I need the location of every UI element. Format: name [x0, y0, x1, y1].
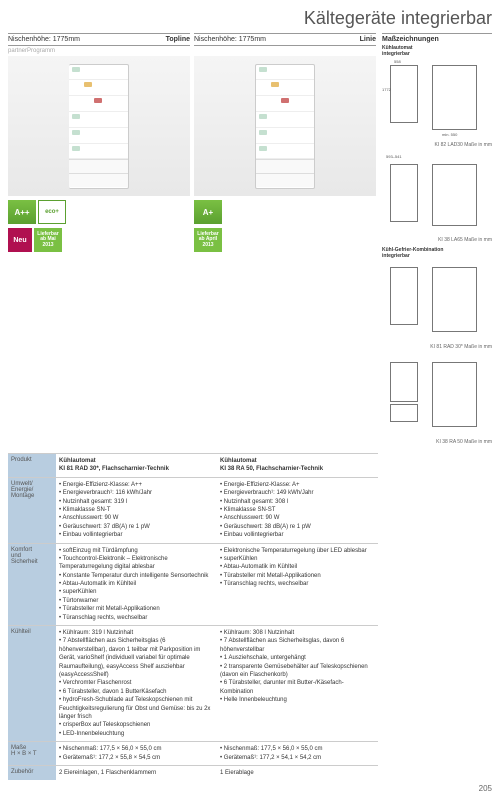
label-kuhlteil: Kühlteil	[8, 626, 56, 741]
tech-draw-2: 593–541	[382, 152, 492, 234]
eco-badge: eco+	[38, 200, 66, 224]
energy-badge-1: A++	[8, 200, 36, 224]
avail-badge-1: Lieferbar ab Mai 2013	[34, 228, 62, 252]
subhead-1: partnerProgramm	[8, 46, 190, 56]
side-drawings: Maßzeichnungen Kühlautomat integrierbar …	[382, 33, 492, 449]
subhead-2	[194, 46, 376, 56]
komfort-2: Elektronische Temperaturregelung über LE…	[220, 547, 375, 589]
kuhlteil-2: Kühlraum: 308 l Nutzinhalt7 Abstellfläch…	[220, 629, 375, 705]
niche-height-1: Nischenhöhe: 1775mm	[8, 36, 166, 43]
side-header: Maßzeichnungen	[382, 33, 492, 45]
page-number: 205	[8, 784, 492, 793]
komfort-1: softEinzug mit TürdämpfungTouchcontrol-E…	[59, 547, 214, 623]
tech-draw-4	[382, 354, 492, 436]
tech-draw-3	[382, 259, 492, 341]
product-column-2: Nischenhöhe: 1775mm Linie A+ Lieferbar a…	[194, 33, 376, 449]
umwelt-2: Energie-Effizienz-Klasse: A+Energieverbr…	[220, 481, 375, 540]
kuhlteil-1: Kühlraum: 319 l Nutzinhalt7 Abstellfläch…	[59, 629, 214, 738]
umwelt-1: Energie-Effizienz-Klasse: A++Energieverb…	[59, 481, 214, 540]
tech3-label: KI 81 RAD 30*	[430, 344, 463, 350]
product-image-2	[194, 56, 376, 196]
zubehor-2: 1 Eierablage	[217, 766, 378, 780]
tech1-title: Kühlautomat integrierbar	[382, 45, 492, 57]
produkt-2: Kühlautomat KI 38 RA 50, Flachscharnier-…	[217, 454, 378, 477]
line-1: Topline	[166, 36, 190, 43]
produkt-1: Kühlautomat KI 81 RAD 30*, Flachscharnie…	[56, 454, 217, 477]
tech1-label: KI 82 LAD30	[434, 142, 462, 148]
page-title: Kältegeräte integrierbar	[8, 8, 492, 29]
zubehor-1: 2 Eiereinlagen, 1 Flaschenklammern	[56, 766, 217, 780]
label-masse: Maße H × B × T	[8, 742, 56, 765]
product-image-1	[8, 56, 190, 196]
tech4-label: KI 38 RA 50	[436, 439, 463, 445]
label-komfort: Komfort und Sicherheit	[8, 544, 56, 626]
line-2: Linie	[360, 36, 376, 43]
energy-badge-2: A+	[194, 200, 222, 224]
label-produkt: Produkt	[8, 454, 56, 477]
neu-badge: Neu	[8, 228, 32, 252]
avail-badge-2: Lieferbar ab April 2013	[194, 228, 222, 252]
tech-draw-1: 558 1772 min. 550	[382, 57, 492, 139]
tech3-title: Kühl-Gefrier-Kombination integrierbar	[382, 247, 492, 259]
masse-1: Nischenmaß: 177,5 × 56,0 × 55,0 cmGeräte…	[59, 745, 214, 762]
tech2-label: KI 38 LA65	[438, 237, 463, 243]
label-zubehor: Zubehör	[8, 766, 56, 780]
spec-table: Produkt Kühlautomat KI 81 RAD 30*, Flach…	[8, 453, 378, 780]
label-umwelt: Umwelt/ Energie/ Montage	[8, 478, 56, 543]
masse-2: Nischenmaß: 177,5 × 56,0 × 55,0 cmGeräte…	[220, 745, 375, 762]
product-column-1: Nischenhöhe: 1775mm Topline partnerProgr…	[8, 33, 190, 449]
niche-height-2: Nischenhöhe: 1775mm	[194, 36, 360, 43]
